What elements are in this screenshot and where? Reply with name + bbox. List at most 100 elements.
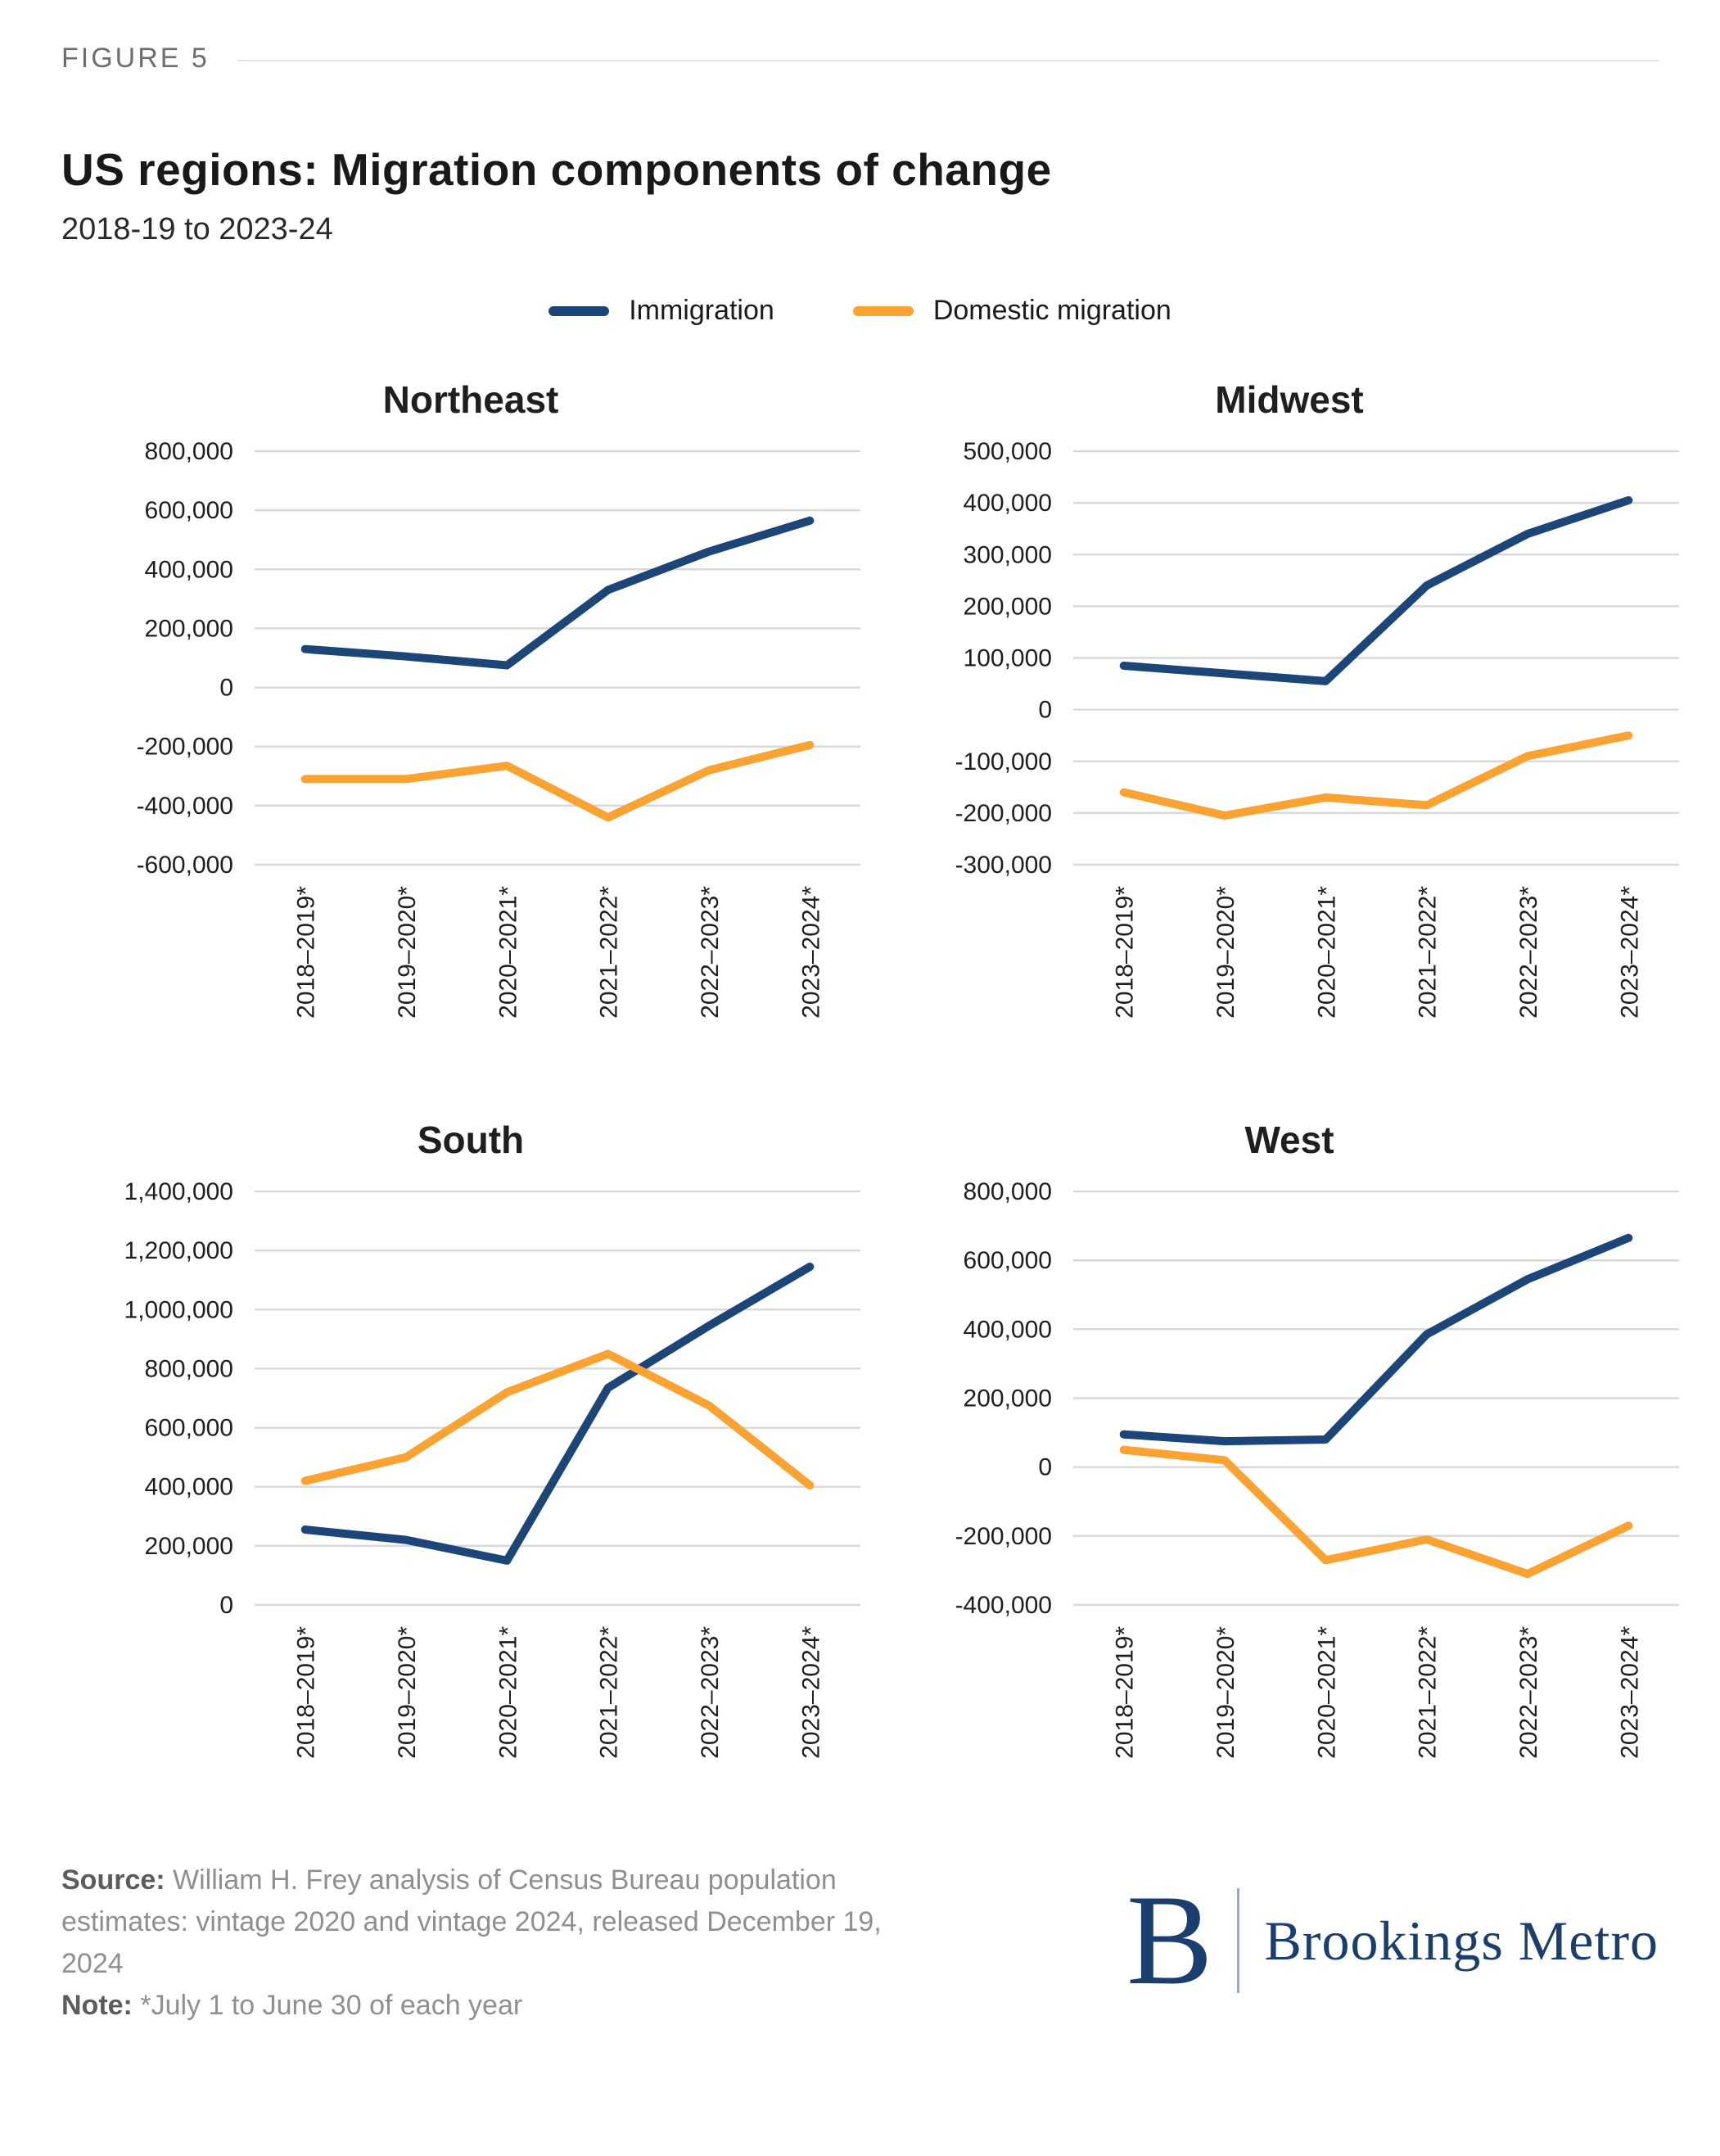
page: FIGURE 5 US regions: Migration component…	[61, 43, 1679, 2027]
y-tick-label: 200,000	[145, 1533, 233, 1560]
y-tick-label: -200,000	[137, 734, 233, 761]
y-tick-label: -200,000	[955, 1523, 1052, 1550]
series-line-domestic-migration	[1119, 731, 1633, 820]
chart-svg: 1,400,000 1,200,000 1,000,000 800,000 600,00…	[124, 1178, 860, 1759]
x-tick-label: 2019–2020*	[394, 886, 421, 1019]
logo-wordmark: Brookings Metro	[1264, 1909, 1659, 1972]
x-axis: 2018–2019* 2019–2020* 2020–2021* 2021–2022*…	[293, 886, 825, 1019]
series-line-immigration	[1119, 496, 1633, 685]
chart-title-midwest: Midwest	[1215, 378, 1364, 421]
legend-item-immigration: Immigration	[549, 295, 774, 327]
legend-item-domestic-migration: Domestic migration	[852, 295, 1171, 327]
y-tick-label: -100,000	[955, 748, 1052, 775]
series-line-domestic-migration	[300, 1349, 815, 1489]
x-tick-label: 2023–2024*	[1616, 886, 1643, 1019]
x-tick-label: 2023–2024*	[1616, 1626, 1643, 1759]
x-tick-label: 2018–2019*	[1112, 886, 1139, 1019]
chart-title-south: South	[417, 1119, 525, 1161]
chart-svg: 800,000 600,000 400,000 200,000 0 -200,000 -40…	[955, 1178, 1679, 1759]
y-tick-label: 500,000	[964, 438, 1052, 465]
y-tick-label: 800,000	[964, 1178, 1052, 1205]
chart-plot-south: 1,400,000 1,200,000 1,000,000 800,000 600,00…	[61, 1167, 880, 1814]
source-label: Source:	[61, 1864, 165, 1896]
legend-swatch-immigration	[549, 305, 610, 316]
chart-plot-northeast: 800,000 600,000 400,000 200,000 0 -200,000 -40…	[61, 427, 880, 1073]
x-tick-label: 2020–2021*	[494, 886, 521, 1019]
footer: Source: William H. Frey analysis of Cens…	[61, 1860, 1659, 2027]
y-tick-label: 600,000	[145, 497, 233, 524]
series-line-domestic-migration	[300, 740, 815, 822]
note-line: Note: *July 1 to June 30 of each year	[61, 1985, 913, 2027]
x-tick-label: 2019–2020*	[394, 1626, 421, 1759]
y-axis: 1,400,000 1,200,000 1,000,000 800,000 600,00…	[124, 1178, 860, 1619]
x-tick-label: 2022–2023*	[1515, 1626, 1542, 1759]
series-line-immigration	[300, 1263, 815, 1565]
y-tick-label: 100,000	[964, 645, 1052, 672]
y-tick-label: 0	[219, 675, 233, 702]
y-tick-label: 800,000	[145, 1355, 233, 1382]
chart-card-south: South 1,400,000 1,200,000 1,000,000 800,000…	[61, 1118, 880, 1814]
y-tick-label: -400,000	[137, 793, 233, 820]
x-tick-label: 2020–2021*	[494, 1626, 521, 1759]
y-axis: 800,000 600,000 400,000 200,000 0 -200,000 -40…	[955, 1178, 1679, 1619]
figure-label: FIGURE 5	[61, 43, 210, 74]
x-tick-label: 2018–2019*	[293, 886, 320, 1019]
legend-label-domestic-migration: Domestic migration	[932, 295, 1171, 326]
x-axis: 2018–2019* 2019–2020* 2020–2021* 2021–2022*…	[1112, 886, 1644, 1019]
chart-title-northeast: Northeast	[382, 378, 559, 421]
x-tick-label: 2018–2019*	[1112, 1626, 1139, 1759]
y-tick-label: 200,000	[964, 1385, 1052, 1412]
note-text: *July 1 to June 30 of each year	[132, 1990, 523, 2021]
x-tick-label: 2021–2022*	[1415, 886, 1442, 1019]
page-subtitle: 2018-19 to 2023-24	[61, 212, 333, 246]
x-tick-label: 2019–2020*	[1212, 1626, 1239, 1759]
footer-notes: Source: William H. Frey analysis of Cens…	[61, 1860, 913, 2027]
x-tick-label: 2023–2024*	[797, 1626, 824, 1759]
x-axis: 2018–2019* 2019–2020* 2020–2021* 2021–2022*…	[1112, 1626, 1644, 1759]
y-axis: 800,000 600,000 400,000 200,000 0 -200,000 -40…	[137, 438, 860, 879]
figure-rule	[237, 59, 1659, 61]
x-tick-label: 2019–2020*	[1212, 886, 1239, 1019]
legend: Immigration Domestic migration	[61, 295, 1659, 327]
x-tick-label: 2021–2022*	[596, 886, 623, 1019]
y-tick-label: 400,000	[964, 490, 1052, 517]
chart-card-northeast: Northeast 800,000 600,000 400,000 200,000 0 -…	[61, 377, 880, 1073]
y-tick-label: 400,000	[145, 556, 233, 583]
brookings-logo: B Brookings Metro	[1126, 1875, 1659, 2005]
y-tick-label: 400,000	[964, 1316, 1052, 1343]
note-label: Note:	[61, 1990, 133, 2021]
page-title: US regions: Migration components of chan…	[61, 144, 1052, 195]
y-tick-label: 800,000	[145, 438, 233, 465]
x-tick-label: 2021–2022*	[1415, 1626, 1442, 1759]
x-tick-label: 2022–2023*	[1515, 886, 1542, 1019]
y-tick-label: 1,400,000	[124, 1178, 233, 1205]
y-tick-label: 0	[1038, 1454, 1052, 1481]
chart-card-midwest: Midwest 500,000 400,000 300,000 200,000 100,…	[880, 377, 1699, 1073]
y-tick-label: 400,000	[145, 1474, 233, 1501]
x-tick-label: 2022–2023*	[697, 886, 724, 1019]
y-tick-label: -600,000	[137, 852, 233, 879]
chart-title-west: West	[1244, 1119, 1334, 1161]
y-tick-label: 1,200,000	[124, 1237, 233, 1264]
x-tick-label: 2023–2024*	[797, 886, 824, 1019]
y-tick-label: 600,000	[145, 1415, 233, 1442]
y-tick-label: 200,000	[964, 593, 1052, 620]
y-tick-label: 1,000,000	[124, 1296, 233, 1323]
charts-grid: Northeast 800,000 600,000 400,000 200,000 0 -…	[61, 377, 1679, 1814]
chart-card-west: West 800,000 600,000 400,000 200,000 0 -200,0…	[880, 1118, 1699, 1814]
y-tick-label: 600,000	[964, 1247, 1052, 1274]
chart-plot-midwest: 500,000 400,000 300,000 200,000 100,000 0 -100…	[880, 427, 1699, 1073]
x-tick-label: 2018–2019*	[293, 1626, 320, 1759]
y-tick-label: -400,000	[955, 1592, 1052, 1619]
x-tick-label: 2022–2023*	[697, 1626, 724, 1759]
source-text: William H. Frey analysis of Census Burea…	[61, 1864, 882, 1979]
chart-svg: 800,000 600,000 400,000 200,000 0 -200,000 -40…	[137, 438, 860, 1019]
y-axis: 500,000 400,000 300,000 200,000 100,000 0 -100…	[955, 438, 1679, 879]
source-line: Source: William H. Frey analysis of Cens…	[61, 1860, 913, 1985]
series-line-immigration	[300, 516, 815, 670]
y-tick-label: -200,000	[955, 800, 1052, 827]
x-axis: 2018–2019* 2019–2020* 2020–2021* 2021–2022*…	[293, 1626, 825, 1759]
legend-label-immigration: Immigration	[629, 295, 774, 326]
logo-divider	[1237, 1888, 1240, 1994]
chart-svg: 500,000 400,000 300,000 200,000 100,000 0 -100…	[955, 438, 1679, 1019]
